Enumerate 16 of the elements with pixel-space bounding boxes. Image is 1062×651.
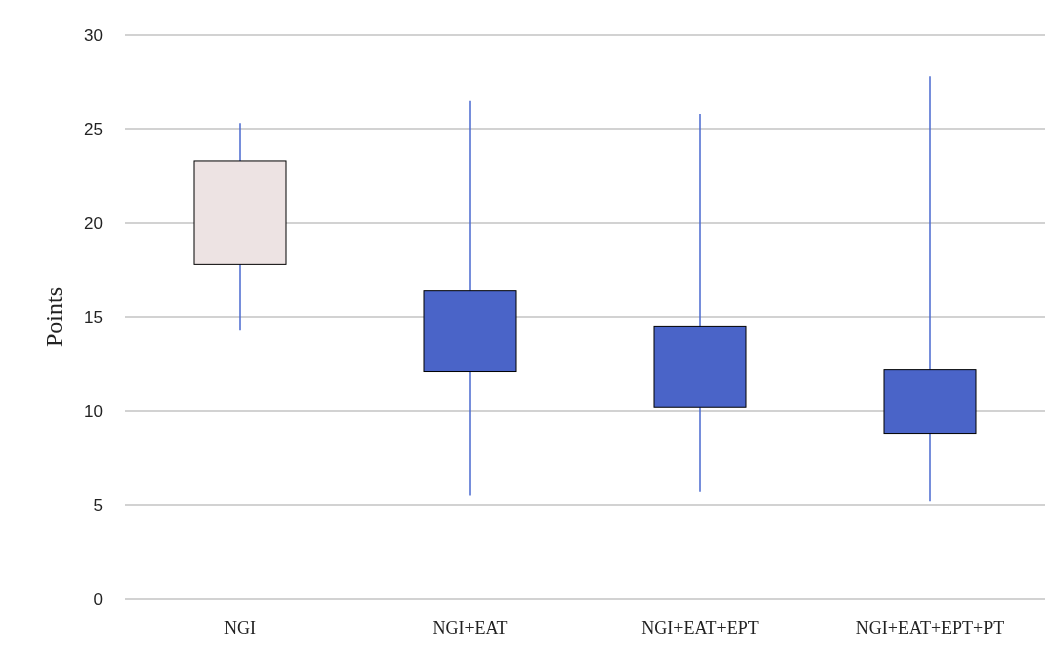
x-tick-label: NGI+EAT+EPT+PT — [855, 618, 1005, 638]
candlestick — [193, 122, 287, 331]
y-tick-label: 30 — [84, 25, 103, 45]
x-tick-label: NGI+EAT — [432, 618, 508, 638]
y-tick-label: 0 — [93, 589, 103, 609]
candlestick — [423, 100, 517, 497]
y-tick-label: 20 — [84, 213, 103, 233]
candlestick — [883, 75, 977, 502]
y-tick-label: 25 — [84, 119, 103, 139]
y-axis-title: Points — [41, 286, 67, 348]
x-tick-label: NGI+EAT+EPT — [641, 618, 759, 638]
y-tick-label: 5 — [93, 495, 103, 515]
x-tick-label: NGI — [224, 618, 256, 638]
candlestick — [653, 113, 747, 493]
y-tick-label: 15 — [84, 307, 103, 327]
y-tick-label: 10 — [84, 401, 103, 421]
